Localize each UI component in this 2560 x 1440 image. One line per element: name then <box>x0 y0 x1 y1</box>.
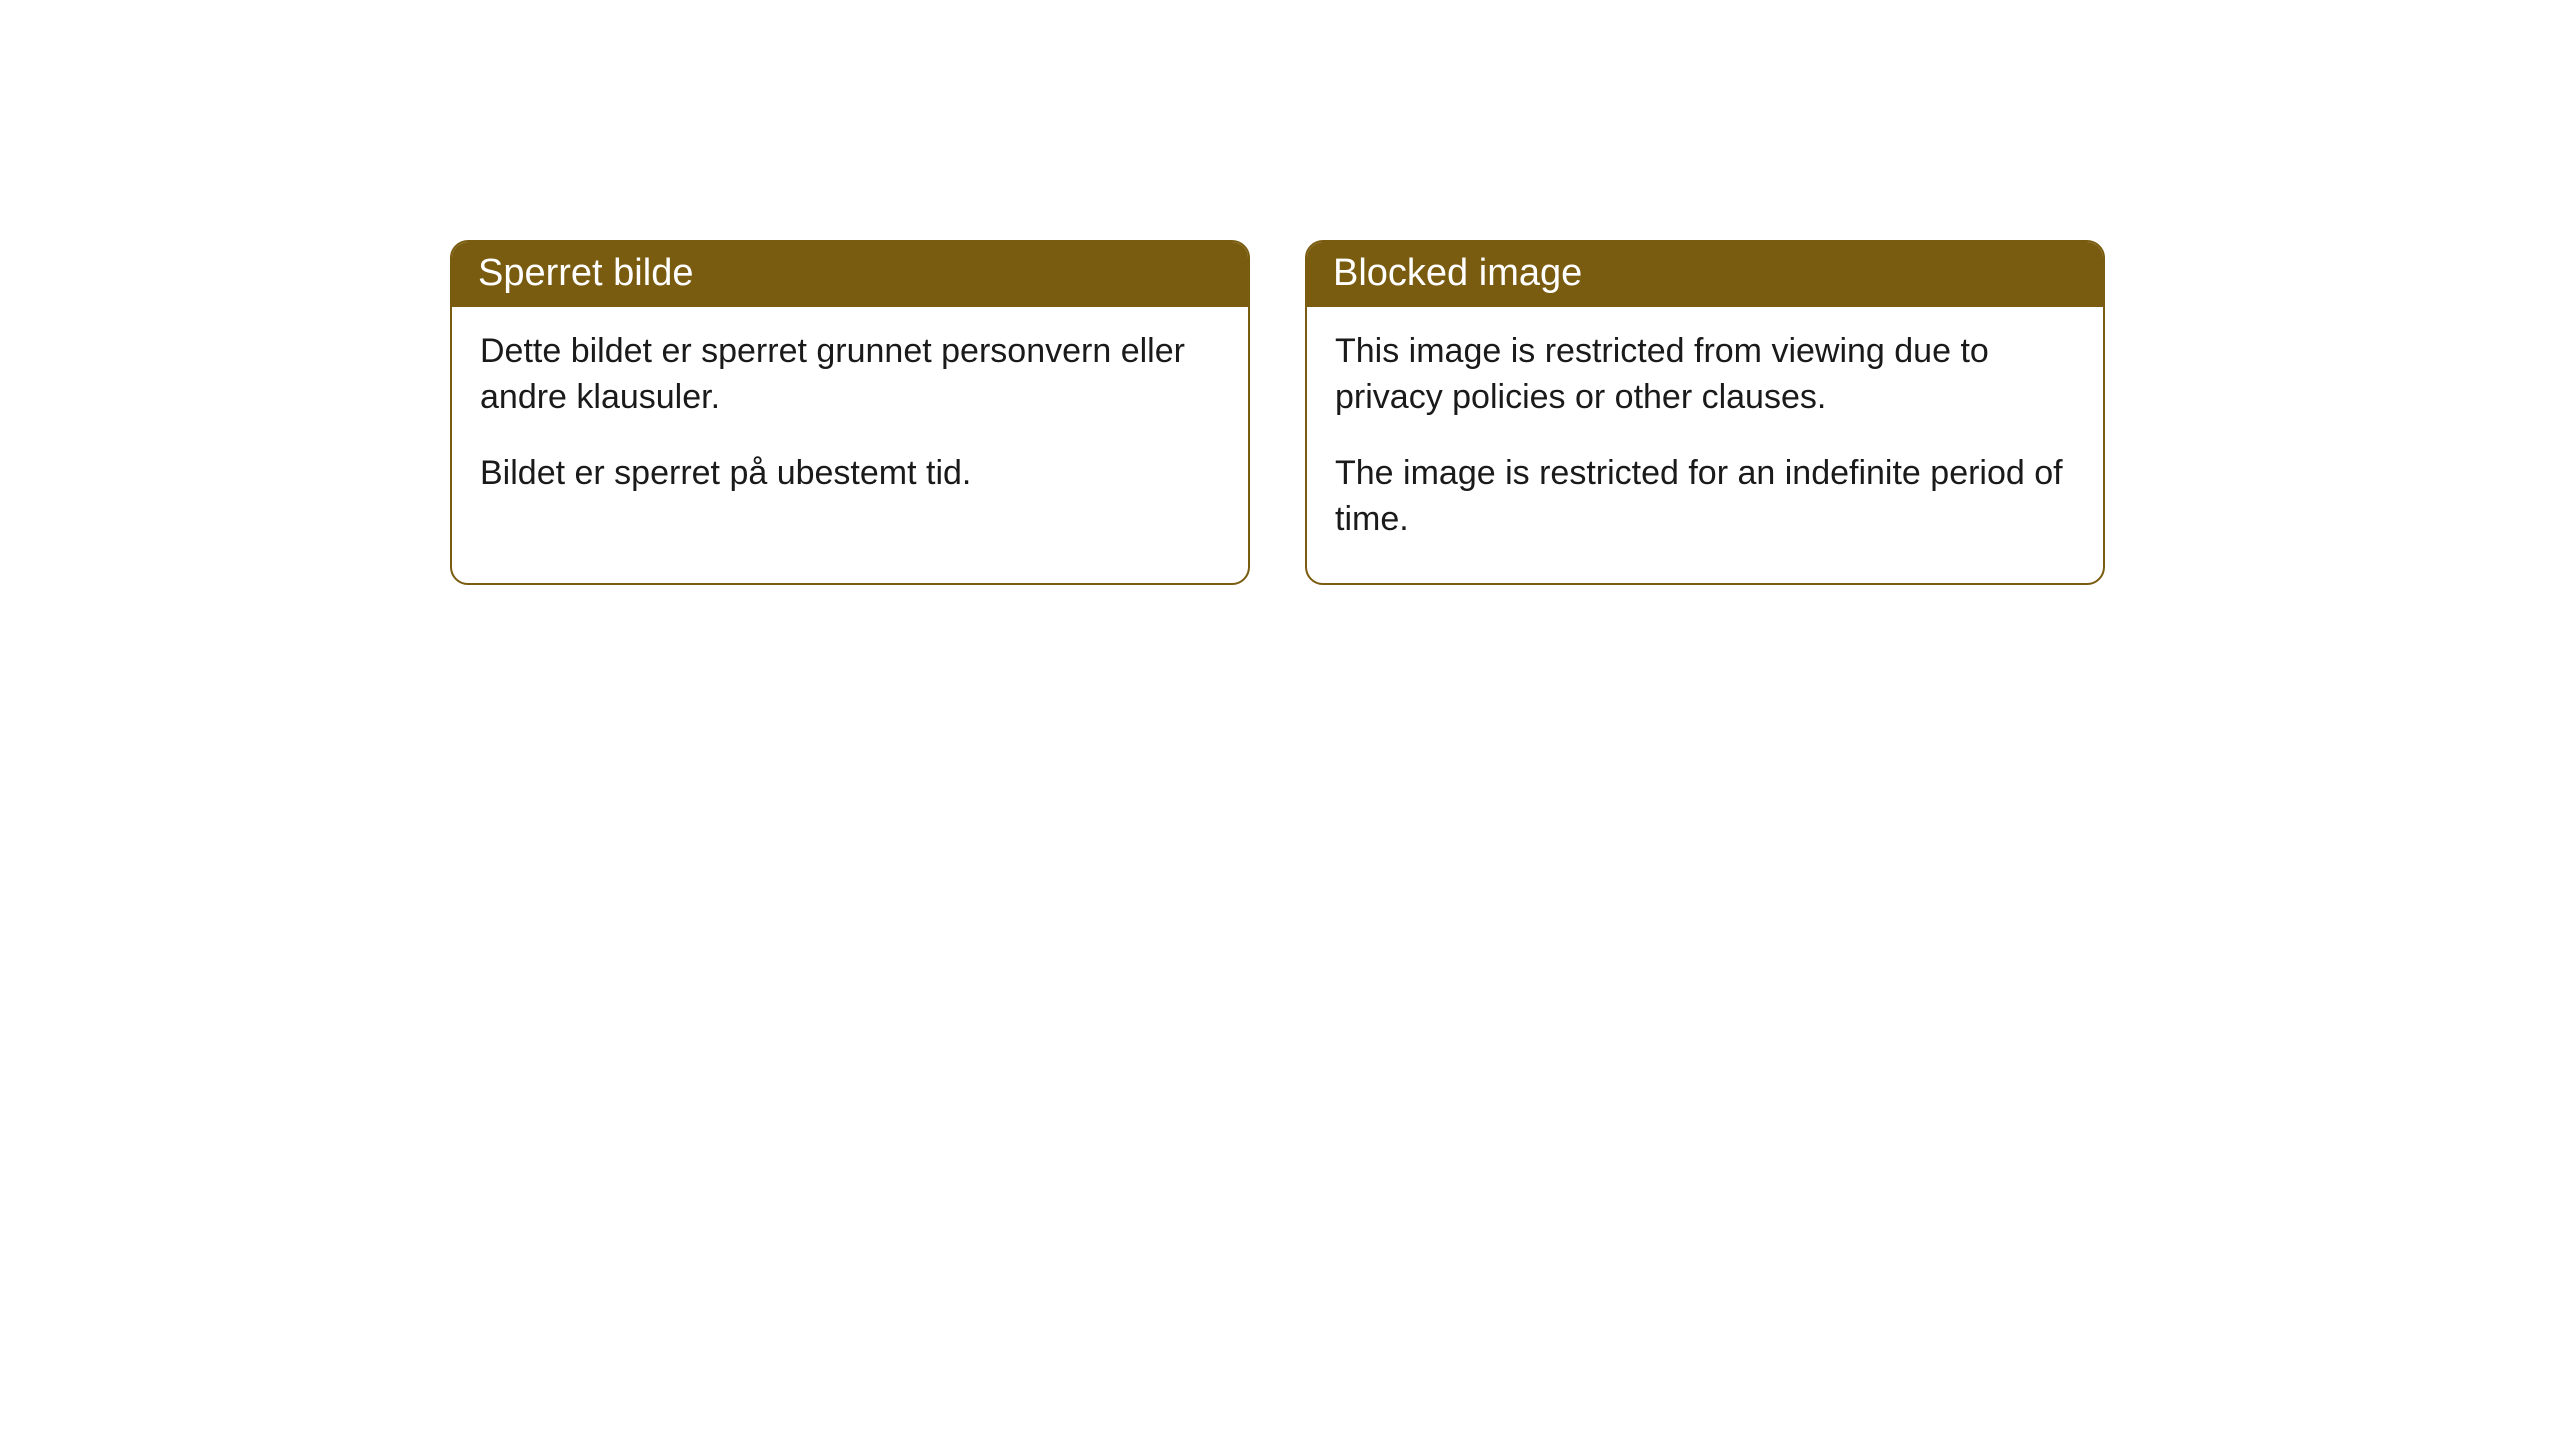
card-body-english: This image is restricted from viewing du… <box>1307 307 2103 583</box>
card-paragraph: The image is restricted for an indefinit… <box>1335 451 2075 543</box>
card-paragraph: Bildet er sperret på ubestemt tid. <box>480 451 1220 497</box>
card-header-english: Blocked image <box>1307 242 2103 307</box>
card-header-norwegian: Sperret bilde <box>452 242 1248 307</box>
cards-container: Sperret bilde Dette bildet er sperret gr… <box>0 0 2560 585</box>
card-paragraph: Dette bildet er sperret grunnet personve… <box>480 329 1220 421</box>
card-english: Blocked image This image is restricted f… <box>1305 240 2105 585</box>
card-norwegian: Sperret bilde Dette bildet er sperret gr… <box>450 240 1250 585</box>
card-body-norwegian: Dette bildet er sperret grunnet personve… <box>452 307 1248 537</box>
card-paragraph: This image is restricted from viewing du… <box>1335 329 2075 421</box>
